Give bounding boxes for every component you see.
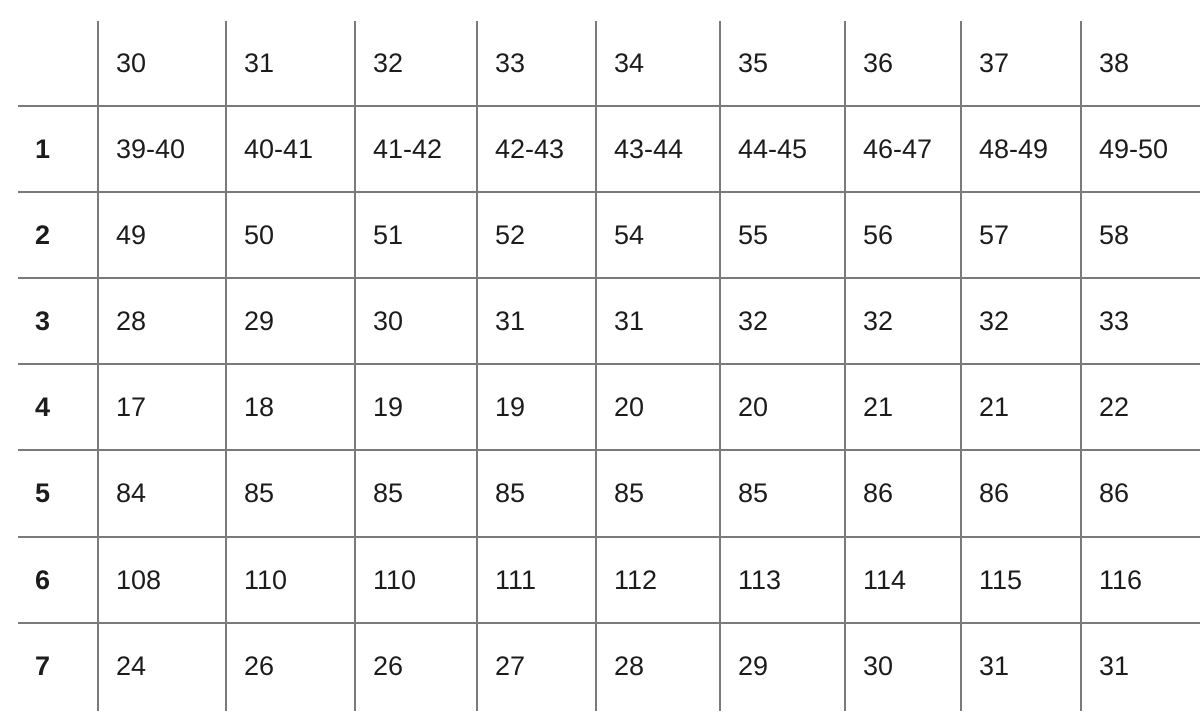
table-cell: 50 bbox=[244, 219, 275, 250]
row-divider bbox=[18, 449, 1200, 451]
column-divider bbox=[960, 21, 962, 711]
table-cell: 18 bbox=[244, 391, 275, 422]
table-cell: 46-47 bbox=[863, 133, 933, 164]
column-divider bbox=[476, 21, 478, 711]
header-cell: 35 bbox=[738, 48, 769, 78]
table-cell: 30 bbox=[373, 305, 404, 336]
column-divider bbox=[719, 21, 721, 711]
column-divider bbox=[354, 21, 356, 711]
header-cell: 33 bbox=[495, 48, 526, 78]
table-cell: 31 bbox=[495, 305, 526, 336]
table-cell: 48-49 bbox=[979, 133, 1049, 164]
table-cell: 85 bbox=[738, 478, 769, 508]
table-cell: 28 bbox=[614, 651, 645, 681]
table-cell: 21 bbox=[979, 391, 1010, 422]
table-cell: 32 bbox=[863, 305, 894, 336]
table-cell: 31 bbox=[1099, 651, 1130, 681]
table-cell: 86 bbox=[979, 478, 1010, 508]
row-header-cell: 4 bbox=[35, 391, 51, 422]
table-cell: 22 bbox=[1099, 391, 1130, 422]
column-divider bbox=[225, 21, 227, 711]
table-cell: 115 bbox=[979, 564, 1023, 595]
table-cell: 56 bbox=[863, 219, 894, 250]
table-cell: 86 bbox=[863, 478, 894, 508]
table-cell: 29 bbox=[244, 305, 275, 336]
header-cell: 30 bbox=[116, 48, 147, 78]
header-cell: 37 bbox=[979, 48, 1010, 78]
table-cell: 17 bbox=[116, 391, 147, 422]
table-cell: 30 bbox=[863, 651, 894, 681]
table-cell: 32 bbox=[738, 305, 769, 336]
table-cell: 116 bbox=[1099, 564, 1143, 595]
table-cell: 31 bbox=[614, 305, 645, 336]
row-divider bbox=[18, 622, 1200, 624]
table-cell: 110 bbox=[373, 564, 417, 595]
table-cell: 112 bbox=[614, 564, 658, 595]
row-header-cell: 5 bbox=[35, 478, 51, 508]
table-cell: 28 bbox=[116, 305, 147, 336]
row-divider bbox=[18, 277, 1200, 279]
row-header-cell: 3 bbox=[35, 305, 51, 336]
table-cell: 27 bbox=[495, 651, 526, 681]
table-cell: 57 bbox=[979, 219, 1010, 250]
table-cell: 19 bbox=[495, 391, 526, 422]
row-divider bbox=[18, 363, 1200, 365]
header-cell: 32 bbox=[373, 48, 404, 78]
column-divider bbox=[97, 21, 99, 711]
table-cell: 84 bbox=[116, 478, 147, 508]
table-cell: 55 bbox=[738, 219, 769, 250]
table-cell: 110 bbox=[244, 564, 288, 595]
table-cell: 86 bbox=[1099, 478, 1130, 508]
table-cell: 41-42 bbox=[373, 133, 443, 164]
table-cell: 29 bbox=[738, 651, 769, 681]
table-cell: 21 bbox=[863, 391, 894, 422]
table-cell: 111 bbox=[495, 564, 537, 595]
table-cell: 51 bbox=[373, 219, 404, 250]
table-cell: 49-50 bbox=[1099, 133, 1169, 164]
row-divider bbox=[18, 191, 1200, 193]
table-cell: 85 bbox=[244, 478, 275, 508]
table-cell: 114 bbox=[863, 564, 907, 595]
header-cell: 34 bbox=[614, 48, 645, 78]
header-cell bbox=[18, 21, 98, 106]
header-cell: 36 bbox=[863, 48, 894, 78]
row-divider bbox=[18, 105, 1200, 107]
table-cell: 85 bbox=[373, 478, 404, 508]
header-cell: 31 bbox=[244, 48, 275, 78]
table-cell: 39-40 bbox=[116, 133, 186, 164]
row-header-cell: 7 bbox=[35, 651, 51, 681]
table-cell: 85 bbox=[495, 478, 526, 508]
column-divider bbox=[595, 21, 597, 711]
table-cell: 113 bbox=[738, 564, 782, 595]
table-cell: 31 bbox=[979, 651, 1010, 681]
column-divider bbox=[1080, 21, 1082, 711]
table-cell: 54 bbox=[614, 219, 645, 250]
column-divider bbox=[844, 21, 846, 711]
table-cell: 32 bbox=[979, 305, 1010, 336]
row-header-cell: 1 bbox=[35, 133, 51, 164]
table-cell: 108 bbox=[116, 564, 162, 595]
table-cell: 33 bbox=[1099, 305, 1130, 336]
table-cell: 20 bbox=[614, 391, 645, 422]
row-header-cell: 2 bbox=[35, 219, 51, 250]
table-cell: 19 bbox=[373, 391, 404, 422]
table-cell: 58 bbox=[1099, 219, 1130, 250]
table-cell: 24 bbox=[116, 651, 147, 681]
table-cell: 26 bbox=[373, 651, 404, 681]
table-cell: 44-45 bbox=[738, 133, 808, 164]
table-cell: 40-41 bbox=[244, 133, 314, 164]
table-cell: 42-43 bbox=[495, 133, 565, 164]
row-header-cell: 6 bbox=[35, 564, 51, 595]
row-divider bbox=[18, 536, 1200, 538]
table-cell: 20 bbox=[738, 391, 769, 422]
table-cell: 49 bbox=[116, 219, 147, 250]
table-cell: 26 bbox=[244, 651, 275, 681]
table-cell: 52 bbox=[495, 219, 526, 250]
header-cell: 38 bbox=[1099, 48, 1130, 78]
table-cell: 85 bbox=[614, 478, 645, 508]
table-cell: 43-44 bbox=[614, 133, 684, 164]
